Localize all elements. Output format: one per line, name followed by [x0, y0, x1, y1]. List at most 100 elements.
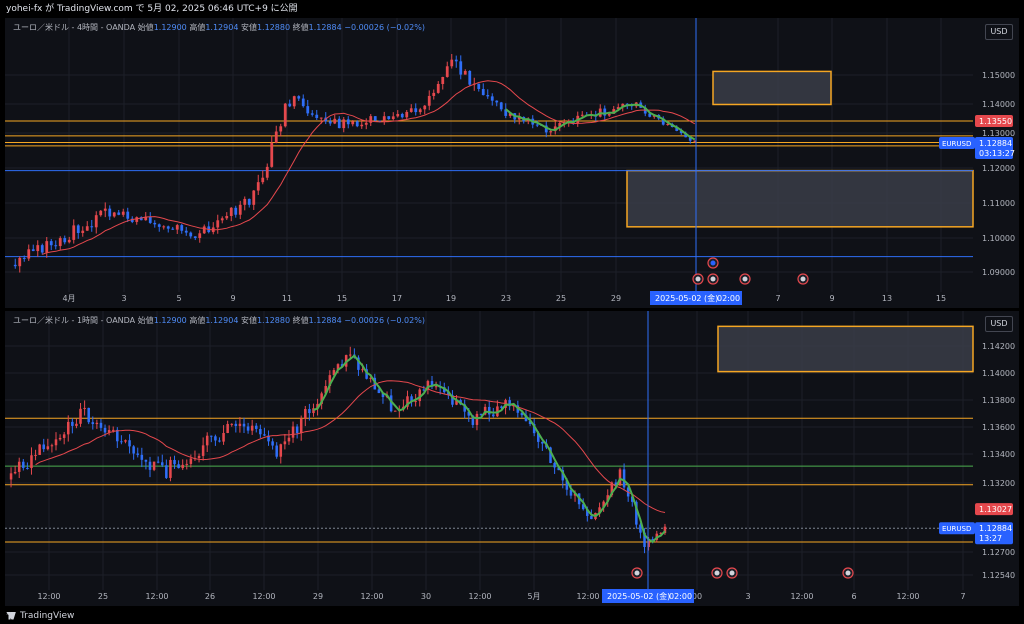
- candle-body: [103, 427, 107, 433]
- candle-body: [216, 220, 220, 228]
- time-axis-label: 7: [960, 592, 965, 601]
- candle-body: [463, 70, 467, 75]
- candle-body: [279, 126, 283, 132]
- candle-body: [340, 364, 344, 367]
- candle-body: [418, 389, 422, 402]
- candle-body: [616, 107, 620, 110]
- candle-body: [387, 116, 391, 120]
- time-axis-label: 25: [98, 592, 108, 601]
- candle-body: [103, 208, 107, 211]
- time-axis-label: 12:00: [360, 592, 383, 601]
- symbol-badge-label: EURUSD: [942, 140, 971, 148]
- high-value: 1.12904: [205, 316, 239, 325]
- candle-body: [355, 121, 359, 127]
- candle-body: [558, 123, 562, 127]
- candle-body: [193, 236, 197, 239]
- us-flag-icon-inner: [800, 276, 806, 282]
- candle-body: [663, 526, 667, 534]
- high-value: 1.12904: [205, 23, 239, 32]
- candle-body: [139, 217, 143, 221]
- candle-body: [450, 59, 454, 67]
- time-axis-label: 12:00: [468, 592, 491, 601]
- candle-body: [524, 415, 528, 422]
- candle-body: [181, 464, 184, 469]
- candle-body: [26, 467, 29, 469]
- candle-body: [688, 137, 692, 141]
- candle-body: [406, 396, 409, 407]
- candle-body: [99, 210, 103, 216]
- candle-body: [283, 441, 287, 445]
- candle-body: [306, 106, 310, 114]
- candle-body: [130, 218, 134, 222]
- candle-body: [468, 70, 472, 85]
- cursor-date-badge: [650, 291, 742, 305]
- time-axis-label: 23: [501, 294, 511, 303]
- candle-body: [549, 131, 553, 133]
- candle-body: [319, 117, 323, 119]
- candle-body: [504, 109, 508, 116]
- lightning-icon-inner: [634, 570, 640, 576]
- candle-body: [210, 435, 213, 437]
- candle-body: [643, 107, 647, 114]
- chart-pane-1h[interactable]: ユーロ／米ドル - 1時間 - OANDA 始値1.12900 高値1.1290…: [5, 311, 1019, 606]
- countdown-label: 03:13:27: [979, 149, 1015, 158]
- candle-body: [410, 396, 413, 402]
- candle-body: [483, 406, 487, 415]
- candle-body: [173, 459, 176, 465]
- candle-body: [120, 441, 123, 443]
- candle-body: [81, 230, 85, 233]
- candle-body: [136, 453, 140, 455]
- price-axis-label: 1.11000: [982, 199, 1015, 208]
- time-axis-label: 29: [313, 592, 323, 601]
- chart-pane-4h[interactable]: ユーロ／米ドル - 4時間 - OANDA 始値1.12900 高値1.1290…: [5, 18, 1019, 308]
- candle-body: [391, 116, 395, 120]
- candle-body: [377, 389, 381, 394]
- price-axis-label: 1.13400: [982, 450, 1015, 459]
- moving-average-line: [42, 80, 696, 255]
- time-axis-label: 6: [851, 592, 856, 601]
- low-value: 1.12880: [256, 23, 291, 32]
- time-axis-label: 25: [556, 294, 566, 303]
- candle-body: [238, 204, 242, 215]
- candle-body: [111, 429, 115, 431]
- candle-body: [165, 465, 168, 478]
- candle-body: [409, 108, 413, 112]
- cursor-time-label: 02:00: [717, 294, 740, 303]
- candle-body: [308, 409, 311, 414]
- candle-body: [72, 225, 76, 240]
- candle-body: [441, 76, 445, 85]
- candle-body: [573, 493, 577, 496]
- candle-body: [557, 467, 560, 471]
- candle-body: [328, 121, 332, 124]
- price-axis-label: 1.14000: [982, 100, 1015, 109]
- candle-body: [94, 215, 98, 228]
- candle-body: [549, 447, 552, 463]
- candle-body: [99, 422, 103, 428]
- candle-body: [418, 109, 422, 113]
- candle-body: [365, 369, 368, 379]
- price-axis-label: 1.13800: [982, 396, 1015, 405]
- candle-body: [171, 228, 175, 230]
- candle-body: [66, 421, 70, 435]
- candle-body: [315, 114, 319, 118]
- price-badge-red: [975, 115, 1013, 128]
- last-price-label: 1.12884: [979, 524, 1012, 533]
- candle-body: [112, 212, 116, 217]
- footer: TradingView: [0, 608, 1024, 624]
- candle-body: [528, 421, 532, 425]
- candle-body: [475, 413, 479, 425]
- candle-body: [27, 249, 31, 259]
- time-axis-label: 9: [829, 294, 834, 303]
- candle-body: [342, 119, 346, 129]
- currency-button[interactable]: USD: [985, 24, 1013, 40]
- candle-body: [607, 113, 611, 116]
- change-value: −0.00026 (−0.02%): [344, 23, 425, 32]
- candle-body: [259, 428, 262, 435]
- currency-button[interactable]: USD: [985, 316, 1013, 332]
- candle-body: [486, 95, 490, 97]
- candle-body: [169, 459, 172, 478]
- candle-body: [414, 108, 418, 113]
- time-axis-label: 17: [392, 294, 402, 303]
- hull-ma-line: [505, 103, 696, 141]
- candle-body: [116, 429, 119, 442]
